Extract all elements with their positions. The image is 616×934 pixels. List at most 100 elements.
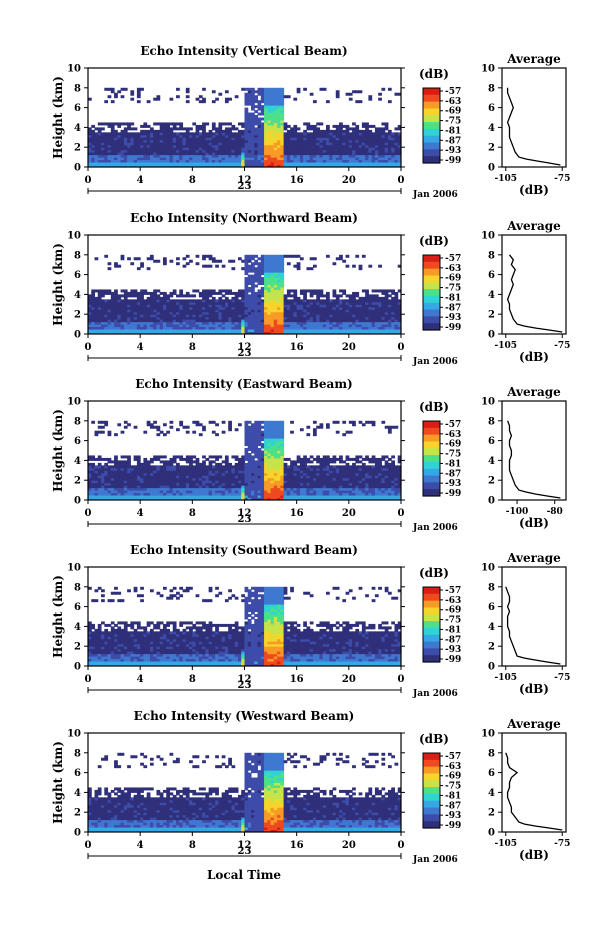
heatmap-cell xyxy=(355,299,359,302)
heatmap-cell xyxy=(121,294,125,297)
heatmap-cell xyxy=(137,292,141,295)
heatmap-cell xyxy=(114,433,118,436)
heatmap-cell xyxy=(124,460,128,463)
heatmap-cell xyxy=(342,299,346,302)
heatmap-cell xyxy=(156,294,160,297)
heatmap-cell xyxy=(156,426,160,429)
heatmap-cell xyxy=(336,294,340,297)
heatmap-cell xyxy=(225,455,229,458)
heatmap-cell xyxy=(378,289,382,292)
heatmap-cell xyxy=(176,299,180,302)
heatmap-cell xyxy=(306,299,310,302)
heatmap-cell xyxy=(143,458,147,461)
heatmap-cell xyxy=(170,98,174,101)
heatmap-cell xyxy=(160,460,164,463)
colorbar-tick-label: -69 xyxy=(445,274,461,284)
heatmap-cell xyxy=(248,275,252,278)
heatmap-cell xyxy=(153,421,157,424)
heatmap-cell xyxy=(137,267,141,270)
heatmap-cell xyxy=(238,122,242,125)
heatmap-cell xyxy=(245,255,249,258)
heatmap-cell xyxy=(248,113,252,116)
heatmap-cell xyxy=(271,255,275,258)
heatmap-cell xyxy=(114,122,118,125)
heatmap-cell xyxy=(192,431,196,434)
heatmap-cell xyxy=(261,287,265,290)
heatmap-cell xyxy=(189,299,193,302)
heatmap-cell xyxy=(339,255,343,258)
heatmap-cell xyxy=(179,132,183,135)
heatmap-cell xyxy=(381,297,385,300)
heatmap-cell xyxy=(254,421,258,424)
profile-line xyxy=(508,255,563,332)
heatmap-cell xyxy=(104,463,108,466)
heatmap-cell xyxy=(222,465,226,468)
heatmap-cell xyxy=(261,451,265,454)
heatmap-cell xyxy=(261,277,265,280)
heatmap-cell xyxy=(359,90,363,93)
heatmap-cell xyxy=(114,289,118,292)
heatmap-cell xyxy=(225,98,229,101)
heatmap-cell xyxy=(245,448,249,451)
heatmap-cell xyxy=(134,455,138,458)
heatmap-cell xyxy=(130,122,134,125)
y-tick-label: 6 xyxy=(74,103,81,114)
heatmap-cell xyxy=(313,257,317,260)
colorbar-segment xyxy=(423,156,440,160)
heatmap-cell xyxy=(313,289,317,292)
y-axis-label: Height (km) xyxy=(51,243,65,326)
heatmap-cell xyxy=(258,118,262,121)
heatmap-cell xyxy=(186,100,190,103)
heatmap-cell xyxy=(222,421,226,424)
heatmap-cell xyxy=(176,262,180,265)
heatmap-cell xyxy=(329,299,333,302)
heatmap-cell xyxy=(186,95,190,98)
heatmap-cell xyxy=(101,299,105,302)
heatmap-cell xyxy=(277,255,281,258)
heatmap-cell xyxy=(346,265,350,268)
heatmap-cell xyxy=(264,255,268,258)
y-axis-label: Height (km) xyxy=(51,76,65,159)
heatmap-cell xyxy=(186,262,190,265)
heatmap-cell xyxy=(333,125,337,128)
heatmap-cell xyxy=(359,297,363,300)
profile-x-tick-label: -105 xyxy=(494,174,517,184)
y-tick-label: 4 xyxy=(74,123,81,134)
heatmap-cell xyxy=(326,255,330,258)
heatmap-cell xyxy=(235,455,239,458)
date-label: Jan 2006 xyxy=(412,357,458,367)
heatmap-cell xyxy=(121,455,125,458)
heatmap-cell xyxy=(199,423,203,426)
colorbar-tick-label: -93 xyxy=(445,313,461,323)
heatmap-cell xyxy=(199,433,203,436)
colorbar-segment xyxy=(423,139,440,143)
heatmap-cell xyxy=(140,125,144,128)
heatmap-cell xyxy=(108,431,112,434)
heatmap-cell xyxy=(297,262,301,265)
heatmap-cell xyxy=(290,255,294,258)
heatmap-cell xyxy=(179,421,183,424)
heatmap-cell xyxy=(153,426,157,429)
heatmap-cell xyxy=(306,122,310,125)
profile-y-tick-label: 8 xyxy=(488,83,495,94)
heatmap-cell xyxy=(248,255,252,258)
heatmap-cell xyxy=(196,255,200,258)
heatmap-cell xyxy=(130,465,134,468)
heatmap-cell xyxy=(297,297,301,300)
heatmap-cell xyxy=(378,265,382,268)
heatmap-cell xyxy=(101,127,105,130)
heatmap-cell xyxy=(215,292,219,295)
heatmap-cell xyxy=(209,255,213,258)
heatmap-cell xyxy=(196,289,200,292)
heatmap-cell xyxy=(241,122,245,125)
heatmap-cell xyxy=(202,88,206,91)
heatmap-cell xyxy=(258,289,262,292)
heatmap-cell xyxy=(251,113,255,116)
heatmap-cell xyxy=(254,285,258,288)
date-label: Jan 2006 xyxy=(412,190,458,200)
heatmap-cell xyxy=(228,299,232,302)
heatmap-cell xyxy=(359,265,363,268)
heatmap-cell xyxy=(108,132,112,135)
heatmap-cell xyxy=(153,260,157,263)
colorbar-segment xyxy=(423,313,440,317)
